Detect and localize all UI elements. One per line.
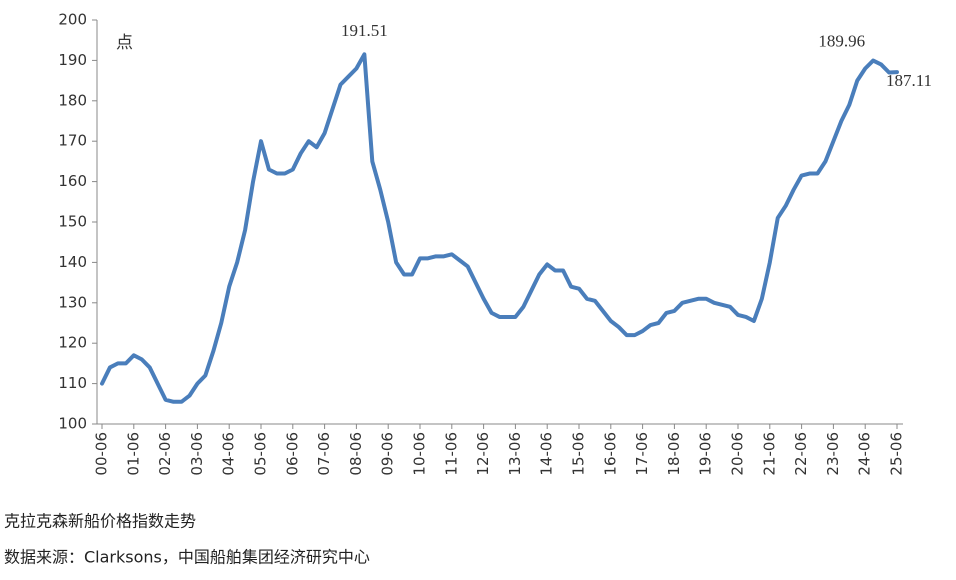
x-tick-label: 20-06: [729, 432, 747, 476]
y-tick-label: 130: [58, 293, 87, 311]
source: 数据来源：Clarksons，中国船舶集团经济研究中心: [4, 548, 370, 567]
data-label: 189.96: [818, 31, 865, 50]
x-tick-label: 17-06: [633, 432, 651, 476]
data-label: 191.51: [341, 21, 388, 40]
x-tick-label: 05-06: [252, 432, 270, 476]
x-tick-label: 19-06: [697, 432, 715, 476]
y-tick-label: 180: [58, 91, 87, 109]
x-tick-label: 25-06: [888, 432, 906, 476]
x-tick-label: 06-06: [283, 432, 301, 476]
y-tick-label: 200: [58, 11, 87, 29]
y-tick-label: 190: [58, 51, 87, 69]
x-tick-label: 12-06: [474, 432, 492, 476]
x-tick-label: 02-06: [156, 432, 174, 476]
y-tick-label: 100: [58, 415, 87, 433]
caption: 克拉克森新船价格指数走势: [4, 512, 196, 531]
x-tick-label: 09-06: [379, 432, 397, 476]
x-tick-label: 13-06: [506, 432, 524, 476]
x-tick-label: 14-06: [538, 432, 556, 476]
x-tick-label: 16-06: [601, 432, 619, 476]
x-tick-label: 18-06: [665, 432, 683, 476]
x-tick-label: 24-06: [856, 432, 874, 476]
y-tick-label: 150: [58, 213, 87, 231]
data-label: 187.11: [886, 71, 932, 90]
x-tick-label: 11-06: [442, 432, 460, 476]
x-tick-label: 00-06: [93, 432, 111, 476]
x-tick-label: 01-06: [124, 432, 142, 476]
y-tick-label: 170: [58, 132, 87, 150]
series-line: [100, 52, 899, 404]
x-tick-label: 07-06: [315, 432, 333, 476]
x-tick-label: 04-06: [220, 432, 238, 476]
x-tick-label: 08-06: [347, 432, 365, 476]
y-tick-label: 140: [58, 253, 87, 271]
y-tick-label: 110: [58, 374, 87, 392]
y-unit: 点: [116, 33, 133, 52]
x-tick-label: 03-06: [188, 432, 206, 476]
y-tick-label: 120: [58, 334, 87, 352]
x-tick-label: 10-06: [411, 432, 429, 476]
x-tick-label: 23-06: [824, 432, 842, 476]
x-tick-label: 21-06: [760, 432, 778, 476]
x-tick-label: 22-06: [792, 432, 810, 476]
x-tick-label: 15-06: [570, 432, 588, 476]
y-tick-label: 160: [58, 172, 87, 190]
